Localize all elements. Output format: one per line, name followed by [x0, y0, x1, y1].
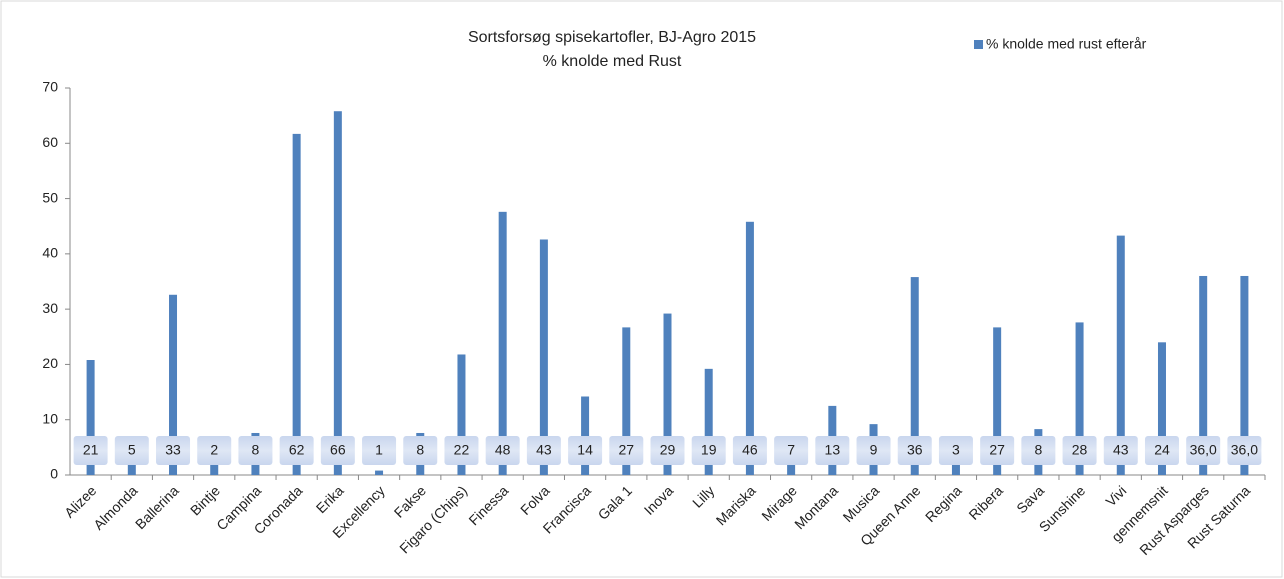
data-label-box	[444, 436, 479, 465]
bar	[169, 294, 178, 475]
data-label-box	[856, 436, 891, 465]
data-label: 5	[128, 442, 136, 458]
bar	[375, 470, 384, 475]
bar	[663, 313, 672, 475]
data-label: 28	[1072, 442, 1088, 458]
data-label: 36,0	[1231, 442, 1258, 458]
data-label-box	[485, 436, 520, 465]
chart-title: Sortsforsøg spisekartofler, BJ-Agro 2015	[468, 29, 756, 46]
data-label-box	[73, 436, 108, 465]
data-label-box	[1186, 436, 1221, 465]
data-label-box	[403, 436, 438, 465]
bar	[292, 133, 301, 475]
data-label: 21	[83, 442, 99, 458]
data-label: 8	[1034, 442, 1042, 458]
y-tick-label: 10	[42, 410, 58, 426]
y-tick-label: 30	[42, 300, 58, 316]
data-label: 3	[952, 442, 960, 458]
data-label-box	[815, 436, 850, 465]
data-label-box	[197, 436, 232, 465]
data-label-box	[238, 436, 273, 465]
data-label: 27	[619, 442, 635, 458]
bar	[1075, 322, 1084, 475]
data-label: 36	[907, 442, 923, 458]
data-label-box	[938, 436, 973, 465]
data-label-box	[897, 436, 932, 465]
data-label-box	[1103, 436, 1138, 465]
data-label-box	[980, 436, 1015, 465]
data-label: 24	[1154, 442, 1170, 458]
legend-swatch	[974, 40, 983, 49]
bar	[539, 239, 548, 475]
data-label-box	[279, 436, 314, 465]
y-tick-label: 60	[42, 134, 58, 150]
data-label: 19	[701, 442, 717, 458]
data-label: 8	[416, 442, 424, 458]
data-label-box	[1144, 436, 1179, 465]
data-label: 33	[165, 442, 181, 458]
data-label: 1	[375, 442, 383, 458]
bar	[210, 463, 219, 475]
data-label: 14	[577, 442, 593, 458]
bar	[910, 277, 919, 475]
y-tick-label: 0	[50, 466, 58, 482]
bar	[581, 396, 590, 475]
data-label-box	[609, 436, 644, 465]
data-label-box	[1227, 436, 1262, 465]
bar	[993, 327, 1002, 475]
bar	[498, 211, 507, 475]
bar	[1116, 235, 1125, 475]
data-label-box	[732, 436, 767, 465]
bar	[951, 458, 960, 475]
chart-subtitle: % knolde med Rust	[543, 53, 682, 70]
data-label: 29	[660, 442, 676, 458]
data-label-box	[568, 436, 603, 465]
data-label: 66	[330, 442, 346, 458]
legend-label: % knolde med rust efterår	[986, 36, 1147, 52]
bar	[745, 221, 754, 475]
data-label: 62	[289, 442, 305, 458]
data-label-box	[1062, 436, 1097, 465]
data-label-box	[320, 436, 355, 465]
data-label: 36,0	[1190, 442, 1217, 458]
data-label: 46	[742, 442, 758, 458]
bar	[1157, 342, 1166, 475]
y-tick-label: 70	[42, 79, 58, 95]
y-tick-label: 40	[42, 245, 58, 261]
data-label: 22	[454, 442, 470, 458]
bar	[704, 368, 713, 475]
data-label: 9	[870, 442, 878, 458]
data-label-box	[114, 436, 149, 465]
data-label: 7	[787, 442, 795, 458]
data-label-box	[774, 436, 809, 465]
bar	[457, 354, 466, 475]
data-label: 43	[536, 442, 552, 458]
data-label: 2	[210, 442, 218, 458]
bar	[1240, 275, 1249, 475]
bar	[622, 327, 631, 475]
data-label-box	[526, 436, 561, 465]
data-label: 27	[989, 442, 1005, 458]
data-label: 48	[495, 442, 511, 458]
bar	[1199, 275, 1208, 475]
data-label: 8	[252, 442, 260, 458]
y-tick-label: 20	[42, 355, 58, 371]
bar	[333, 111, 342, 475]
data-label-box	[691, 436, 726, 465]
data-label-box	[1021, 436, 1056, 465]
data-label-box	[362, 436, 397, 465]
data-label: 43	[1113, 442, 1129, 458]
data-label-box	[156, 436, 191, 465]
data-label-box	[650, 436, 685, 465]
data-label: 13	[825, 442, 841, 458]
y-tick-label: 50	[42, 189, 58, 205]
bar	[86, 360, 95, 475]
